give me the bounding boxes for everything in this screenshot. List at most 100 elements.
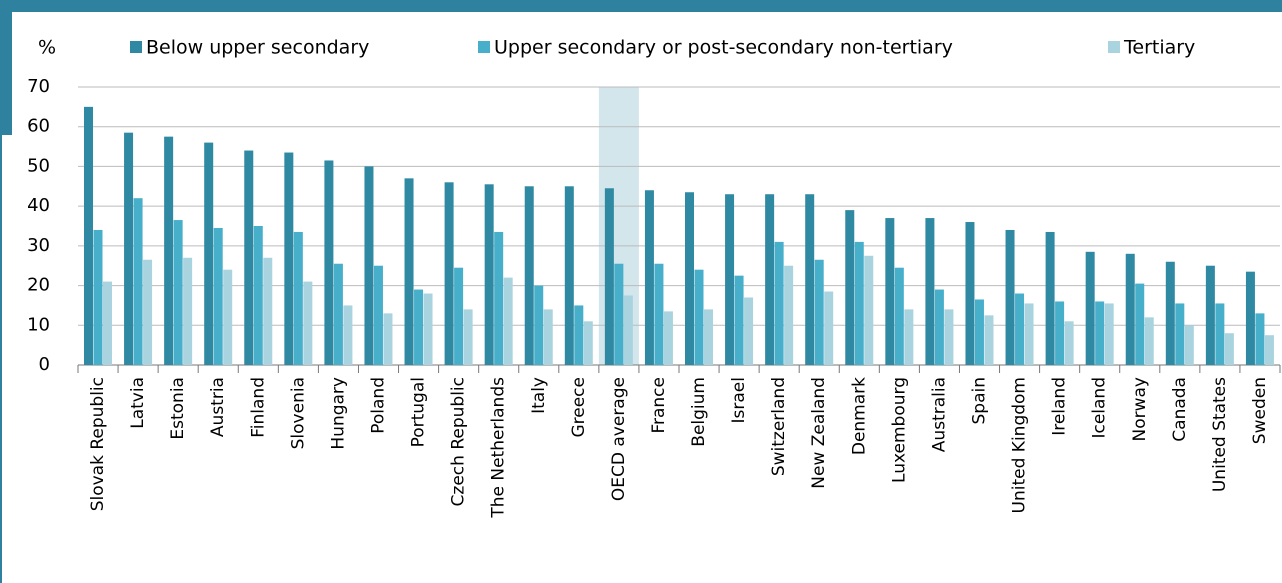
bar [404,178,414,365]
x-tick-label: Israel [729,377,749,423]
bar [934,289,944,365]
bar [1015,293,1025,365]
bar [93,229,103,365]
bar [143,259,153,365]
bar [805,194,815,365]
bar [694,269,704,365]
x-tick-label: Italy [529,377,549,414]
bar [324,160,334,365]
x-tick-label: Spain [970,377,990,425]
bar [734,275,744,365]
bar [854,241,864,365]
x-tick-label: Estonia [168,377,188,440]
y-tick-label: 60 [27,116,50,137]
bar [173,220,183,365]
bar [574,305,584,365]
legend-swatch [478,41,490,53]
bar [1095,301,1105,365]
bar [725,194,735,365]
x-tick-label: Belgium [689,377,709,447]
bar [494,231,504,365]
bar [623,295,633,365]
bar [864,255,874,365]
x-tick-label: Iceland [1090,377,1110,439]
bar [454,267,464,365]
bar [1165,261,1175,365]
bar [444,182,454,365]
x-tick-label: France [649,377,669,434]
x-tick-label: Slovenia [288,377,308,449]
bar [1205,265,1215,365]
x-tick-label: Latvia [128,377,148,429]
x-tick-label: United Kingdom [1010,377,1030,513]
bar [1104,303,1114,365]
bar [364,166,374,365]
legend-label: Below upper secondary [146,37,369,59]
x-tick-label: Luxembourg [889,377,909,483]
bar [965,222,975,365]
bar [213,227,223,365]
bar [103,281,112,365]
bar [744,297,754,365]
y-tick-label: 20 [27,275,50,296]
bar [463,309,473,365]
x-tick-label: Czech Republic [449,377,469,506]
x-tick-label: Sweden [1250,377,1270,444]
bar [1144,317,1154,365]
bar [1245,271,1255,365]
x-tick-label: Australia [929,377,949,452]
x-tick-label: Hungary [328,377,348,450]
y-tick-label: 50 [27,155,50,176]
x-tick-label: Austria [208,377,228,437]
bar [774,241,784,365]
bar [423,293,433,365]
bar [1184,325,1194,365]
x-tick-label: OECD average [609,377,629,501]
bar [333,263,343,365]
bar [1135,283,1145,365]
left-band [0,0,12,135]
bar [614,263,624,365]
bar [164,136,174,365]
bar [824,291,834,365]
x-tick-label: Portugal [409,377,429,447]
bar [84,106,93,365]
bar [784,265,794,365]
bar [1264,335,1274,365]
bar [524,186,534,365]
bar [583,321,593,365]
y-tick-label: 30 [27,235,50,256]
x-tick-label: Greece [569,377,589,438]
bar [1125,253,1135,365]
bar [685,192,694,365]
bar [263,257,273,365]
x-tick-label: Canada [1170,377,1190,442]
legend-label: Tertiary [1123,37,1195,59]
bar [644,190,654,365]
x-tick-label: United States [1210,377,1230,492]
bar [534,285,544,365]
bar [1045,231,1055,365]
bar [984,315,994,365]
bar [124,132,134,365]
bar [1175,303,1185,365]
bar [814,259,824,365]
bar [343,305,353,365]
x-tick-label: Ireland [1050,377,1070,436]
x-tick-label: Slovak Republic [88,377,108,511]
x-tick-label: Switzerland [769,377,789,476]
bar [293,231,303,365]
bar [223,269,233,365]
bar [1064,321,1074,365]
bar [925,218,935,365]
x-tick-label: The Netherlands [489,377,509,519]
bar [765,194,775,365]
bar [904,309,914,365]
bar [503,277,513,365]
bar [704,309,713,365]
bar [885,218,895,365]
x-tick-label: New Zealand [809,377,829,489]
legend-swatch [1108,41,1120,53]
bar [974,299,984,365]
